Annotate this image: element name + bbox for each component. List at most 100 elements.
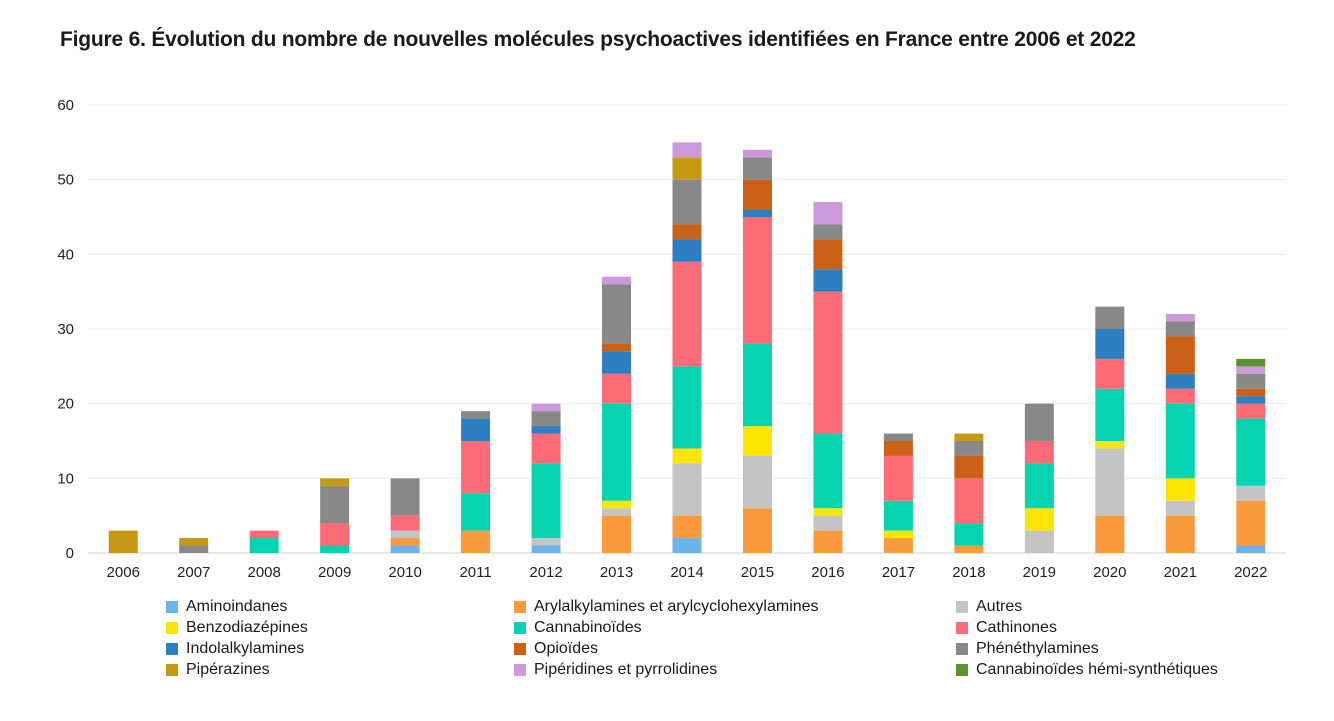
bar-segment bbox=[179, 538, 209, 546]
bar-segment bbox=[1095, 388, 1125, 441]
legend-swatch bbox=[514, 622, 526, 634]
x-tick-label: 2016 bbox=[811, 564, 844, 581]
legend-swatch bbox=[514, 664, 526, 676]
bar-segment bbox=[813, 530, 843, 553]
bar-segment bbox=[954, 523, 984, 546]
bar-segment bbox=[1236, 396, 1266, 404]
x-tick-label: 2018 bbox=[952, 564, 985, 581]
bar-segment bbox=[531, 433, 561, 464]
legend-label: Cannabinoïdes bbox=[534, 619, 642, 636]
bar-segment bbox=[883, 455, 913, 501]
bar-segment bbox=[531, 426, 561, 434]
bar-segment bbox=[1165, 500, 1195, 516]
y-tick-label: 40 bbox=[57, 246, 74, 263]
bar-segment bbox=[320, 485, 350, 524]
bar-segment bbox=[883, 538, 913, 553]
bar-segment bbox=[1236, 418, 1266, 486]
legend-label: Cathinones bbox=[976, 619, 1057, 636]
y-tick-label: 20 bbox=[57, 396, 74, 413]
x-tick-label: 2007 bbox=[177, 564, 210, 581]
x-tick-label: 2020 bbox=[1093, 564, 1126, 581]
bar-segment bbox=[461, 418, 491, 441]
legend-item: Phénéthylamines bbox=[956, 640, 1099, 658]
y-tick-label: 50 bbox=[57, 172, 74, 189]
bar-segment bbox=[390, 538, 420, 546]
y-tick-label: 60 bbox=[57, 97, 74, 114]
bar-segment bbox=[1095, 441, 1125, 449]
bar-segment bbox=[813, 239, 843, 270]
legend-swatch bbox=[166, 643, 178, 655]
bar-segment bbox=[954, 433, 984, 441]
bar-segment bbox=[742, 217, 772, 344]
bar-segment bbox=[1165, 336, 1195, 374]
x-tick-label: 2013 bbox=[600, 564, 633, 581]
y-tick-label: 30 bbox=[57, 321, 74, 338]
bar-segment bbox=[602, 403, 632, 501]
x-tick-label: 2009 bbox=[318, 564, 351, 581]
bar-segment bbox=[390, 478, 420, 516]
legend-swatch bbox=[956, 601, 968, 613]
x-tick-label: 2022 bbox=[1234, 564, 1267, 581]
legend-item: Arylalkylamines et arylcyclohexylamines bbox=[514, 598, 819, 616]
legend-item: Autres bbox=[956, 598, 1022, 616]
bar-segment bbox=[1095, 306, 1125, 329]
x-tick-label: 2017 bbox=[882, 564, 915, 581]
bar-segment bbox=[461, 493, 491, 531]
bar-segment bbox=[461, 441, 491, 494]
bar-segment bbox=[883, 433, 913, 441]
bar-segment bbox=[742, 209, 772, 217]
bar-segment bbox=[954, 455, 984, 479]
bar-segment bbox=[531, 411, 561, 427]
bar-segment bbox=[813, 202, 843, 225]
bar-segment bbox=[390, 515, 420, 531]
bar-segment bbox=[742, 343, 772, 427]
bar-segment bbox=[602, 351, 632, 374]
bar-segment bbox=[742, 508, 772, 553]
legend-item: Cannabinoïdes hémi-synthétiques bbox=[956, 661, 1218, 679]
legend-label: Arylalkylamines et arylcyclohexylamines bbox=[534, 598, 819, 615]
bar-segment bbox=[1095, 358, 1125, 389]
legend-label: Autres bbox=[976, 598, 1023, 615]
legend-swatch bbox=[514, 643, 526, 655]
legend-label: Indolalkylamines bbox=[186, 640, 305, 657]
bar-segment bbox=[320, 523, 350, 546]
x-tick-label: 2019 bbox=[1023, 564, 1056, 581]
bar-segment bbox=[1095, 448, 1125, 516]
bar-segment bbox=[813, 433, 843, 509]
bar-segment bbox=[1165, 388, 1195, 404]
legend-swatch bbox=[166, 601, 178, 613]
legend-label: Cannabinoïdes hémi-synthétiques bbox=[976, 661, 1218, 678]
legend-item: Cathinones bbox=[956, 619, 1057, 637]
x-tick-label: 2015 bbox=[741, 564, 774, 581]
bar-segment bbox=[742, 426, 772, 456]
x-tick-label: 2011 bbox=[459, 564, 491, 581]
legend-swatch bbox=[166, 664, 178, 676]
bar-segment bbox=[813, 508, 843, 516]
y-tick-label: 0 bbox=[66, 545, 74, 562]
bar-segment bbox=[813, 269, 843, 292]
legend-swatch bbox=[956, 643, 968, 655]
bar-segment bbox=[461, 530, 491, 553]
legend-item: Benzodiazépines bbox=[166, 619, 308, 637]
bar-segment bbox=[531, 463, 561, 539]
bar-segment bbox=[602, 500, 632, 509]
bar-segment bbox=[672, 142, 702, 158]
chart-title: Figure 6. Évolution du nombre de nouvell… bbox=[60, 28, 1136, 51]
legend-label: Aminoindanes bbox=[186, 598, 288, 615]
bar-segment bbox=[1024, 530, 1054, 553]
bar-segment bbox=[602, 508, 632, 516]
bar-segment bbox=[1165, 515, 1195, 553]
x-tick-label: 2006 bbox=[107, 564, 140, 581]
bar-segment bbox=[672, 157, 702, 180]
bar-segment bbox=[672, 366, 702, 449]
bar-segment bbox=[813, 291, 843, 434]
bar-segment bbox=[672, 179, 702, 225]
bar-segment bbox=[1095, 329, 1125, 359]
bar-segment bbox=[390, 530, 420, 539]
bar-segment bbox=[1024, 441, 1054, 464]
bar-segment bbox=[672, 224, 702, 240]
bar-segment bbox=[883, 441, 913, 456]
x-tick-label: 2010 bbox=[388, 564, 421, 581]
bar-segment bbox=[1165, 478, 1195, 501]
bar-segment bbox=[1095, 515, 1125, 553]
